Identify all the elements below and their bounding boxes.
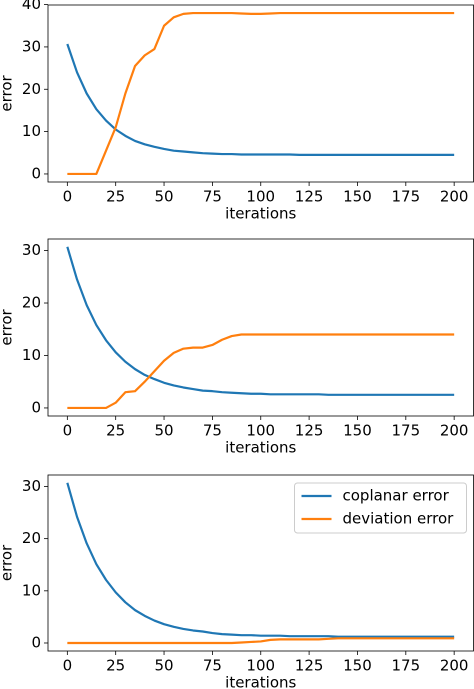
- y-tick-label: 30: [22, 477, 41, 495]
- axes-frame: [47, 238, 474, 417]
- x-tick-label: 200: [440, 657, 469, 675]
- x-tick-label: 175: [391, 657, 420, 675]
- x-tick-label: 75: [203, 188, 222, 206]
- y-tick-label: 0: [31, 398, 41, 416]
- data-line: [66, 482, 455, 638]
- y-tick-label: 30: [22, 37, 41, 55]
- x-tick-label: 0: [63, 422, 73, 440]
- x-tick-label: 150: [343, 188, 372, 206]
- y-tick-label: 40: [22, 0, 41, 13]
- y-axis-label: error: [0, 309, 16, 346]
- x-tick-label: 75: [203, 422, 222, 440]
- x-tick-label: 100: [246, 188, 275, 206]
- x-tick-label: 0: [63, 188, 73, 206]
- x-tick-label: 75: [203, 657, 222, 675]
- x-axis-label: iterations: [225, 205, 296, 223]
- x-axis-label: iterations: [225, 674, 296, 689]
- data-line: [67, 11, 455, 176]
- x-tick-label: 25: [106, 188, 125, 206]
- x-tick-label: 175: [391, 422, 420, 440]
- x-tick-label: 0: [63, 657, 73, 675]
- x-tick-label: 100: [246, 657, 275, 675]
- data-line: [66, 246, 455, 396]
- x-tick-label: 125: [295, 657, 324, 675]
- x-tick-label: 100: [246, 422, 275, 440]
- data-line: [67, 637, 455, 645]
- legend-label: deviation error: [343, 510, 455, 528]
- y-tick-label: 10: [22, 581, 41, 599]
- x-tick-label: 125: [295, 422, 324, 440]
- y-axis-label: error: [0, 544, 16, 581]
- x-axis-label: iterations: [225, 439, 296, 457]
- legend-label: coplanar error: [343, 487, 450, 505]
- y-tick-label: 10: [22, 122, 41, 140]
- x-tick-label: 200: [440, 188, 469, 206]
- x-tick-label: 125: [295, 188, 324, 206]
- y-tick-label: 0: [31, 633, 41, 651]
- y-axis-label: error: [0, 75, 16, 112]
- legend-box: [294, 482, 467, 534]
- x-tick-label: 150: [343, 657, 372, 675]
- x-tick-label: 50: [154, 422, 173, 440]
- x-tick-label: 50: [154, 188, 173, 206]
- x-tick-label: 25: [106, 657, 125, 675]
- y-tick-label: 20: [22, 80, 41, 98]
- y-tick-label: 0: [31, 164, 41, 182]
- y-tick-label: 20: [22, 529, 41, 547]
- y-tick-label: 20: [22, 294, 41, 312]
- data-line: [67, 333, 455, 410]
- x-tick-label: 150: [343, 422, 372, 440]
- y-tick-label: 10: [22, 346, 41, 364]
- x-tick-label: 25: [106, 422, 125, 440]
- data-line: [66, 43, 455, 156]
- x-tick-label: 50: [154, 657, 173, 675]
- x-tick-label: 200: [440, 422, 469, 440]
- x-tick-label: 175: [391, 188, 420, 206]
- y-tick-label: 30: [22, 241, 41, 259]
